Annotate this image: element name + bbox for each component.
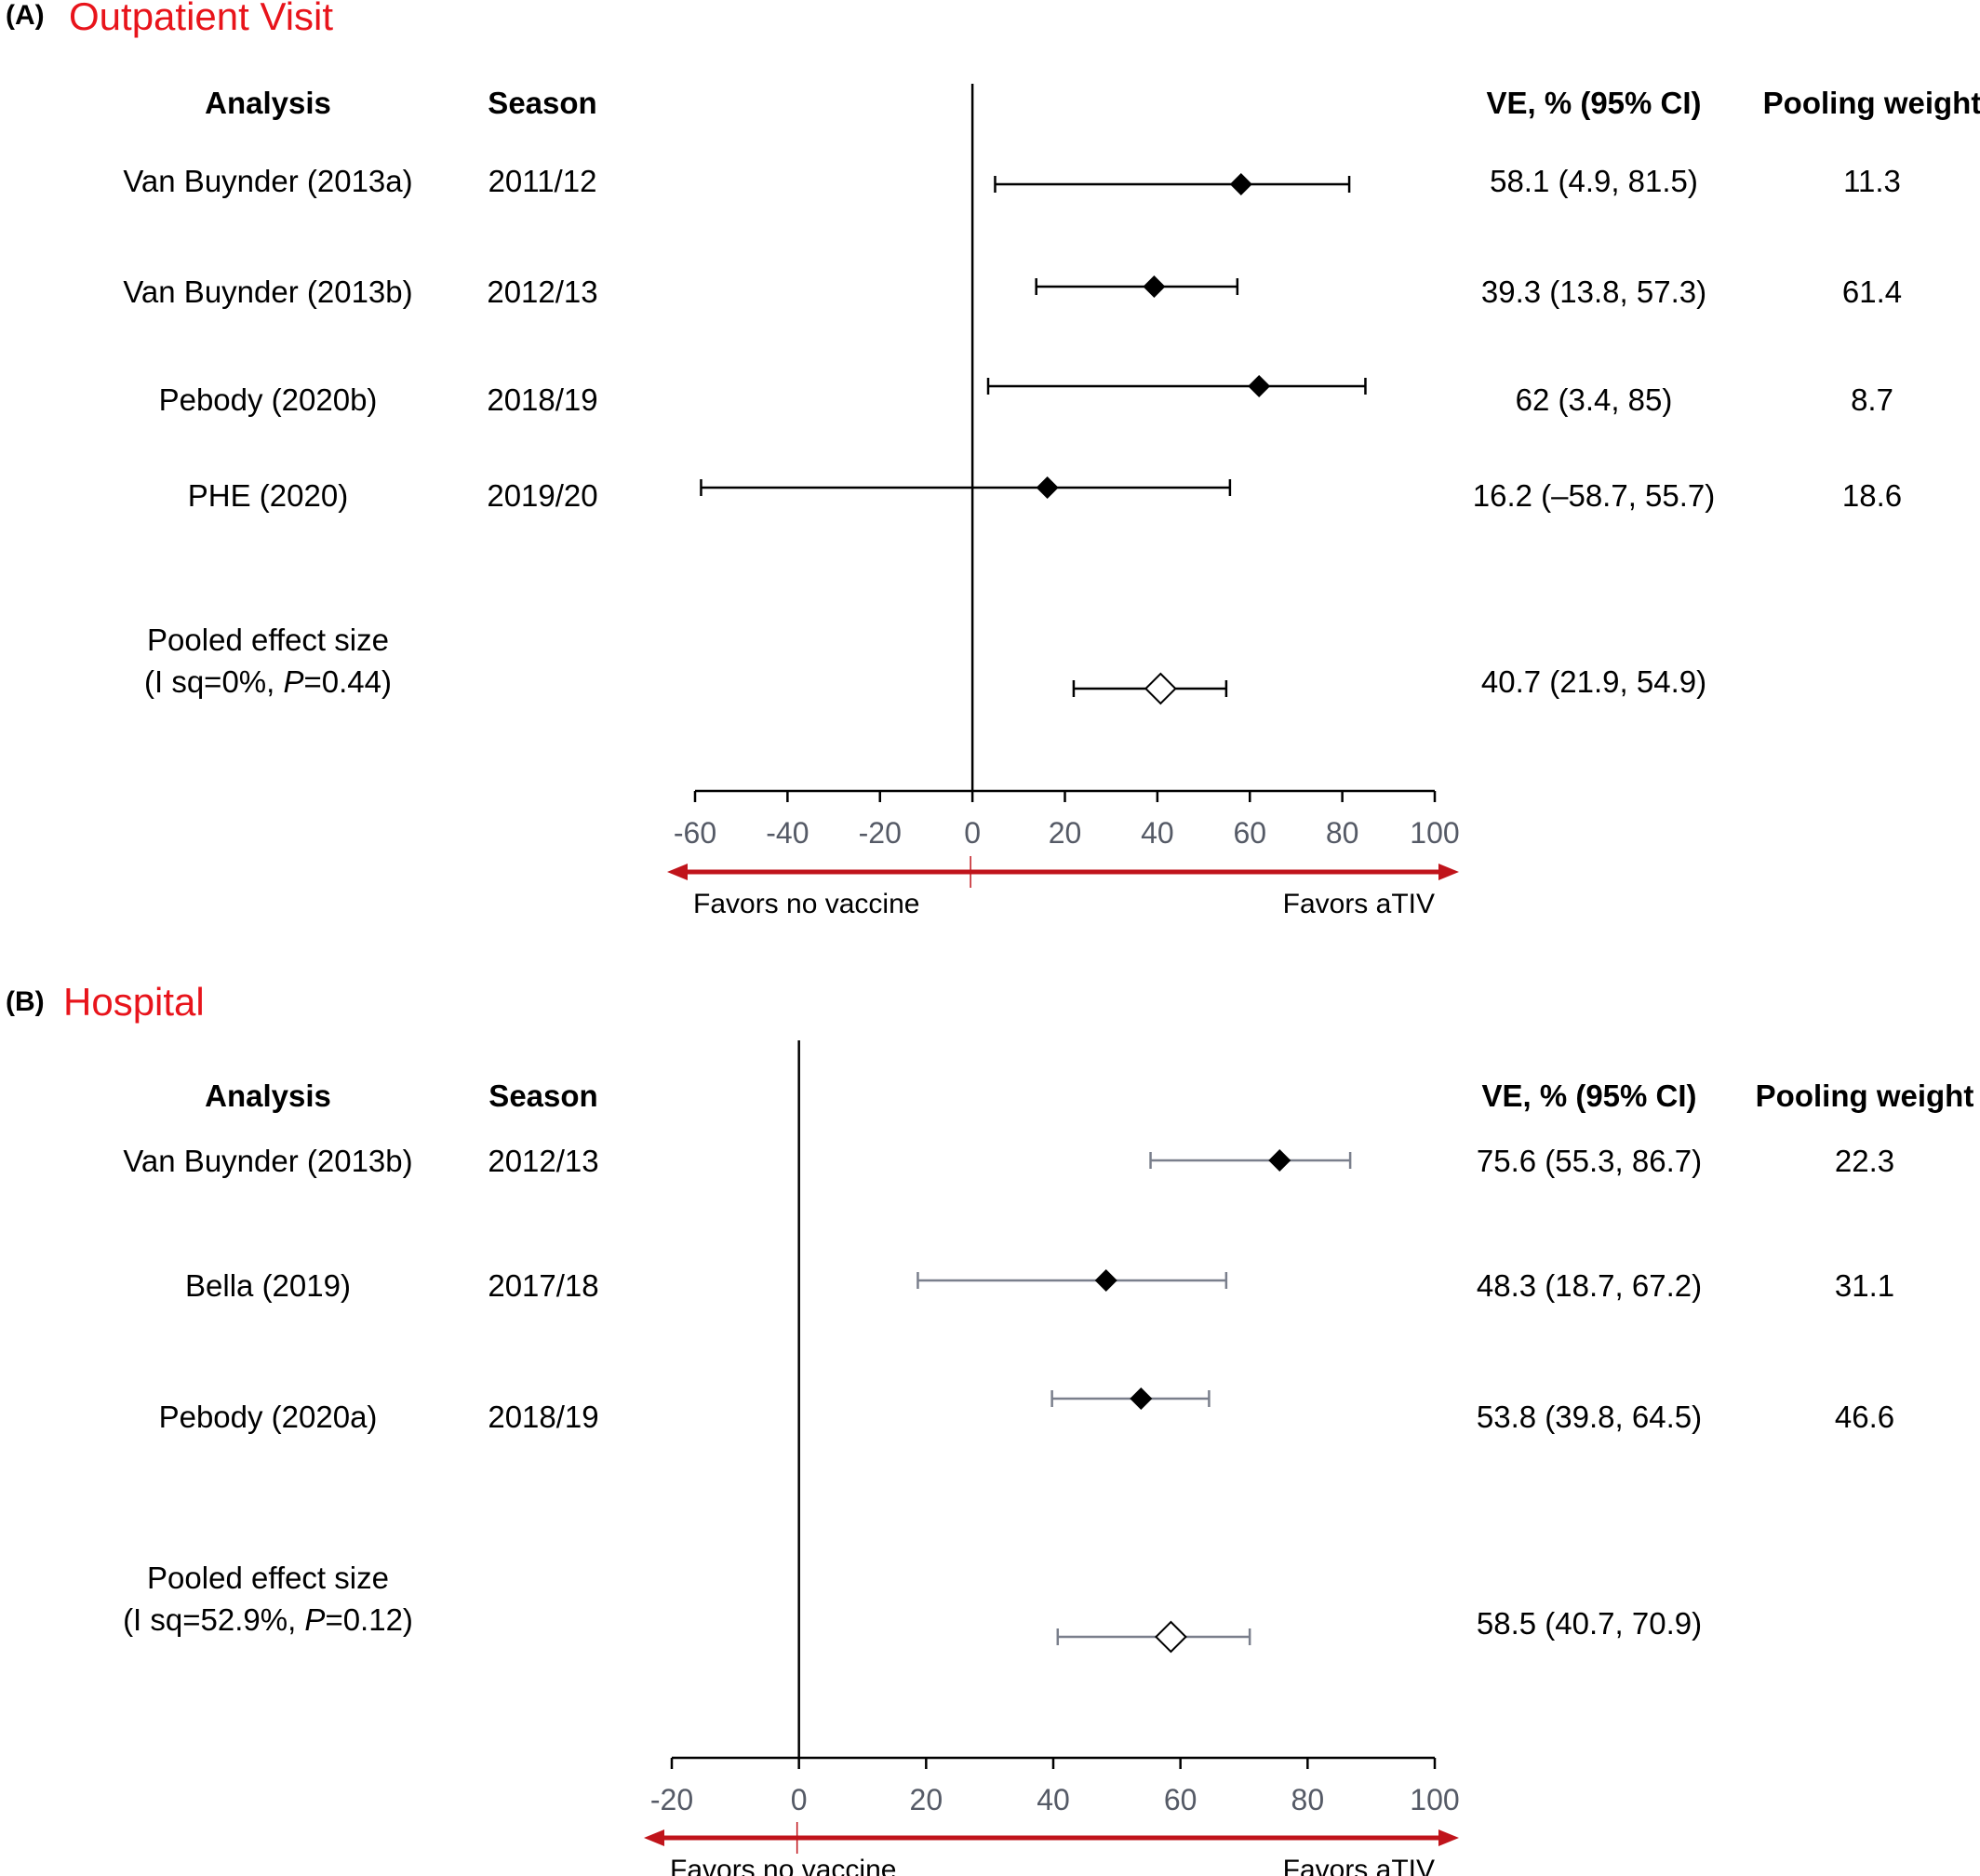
point-estimate-diamond: [1094, 1269, 1117, 1292]
study-weight: 31.1: [1834, 1268, 1895, 1303]
x-tick-label: 80: [1326, 816, 1359, 850]
x-tick-label: 20: [910, 1783, 943, 1816]
study-ve-label: 75.6 (55.3, 86.7): [1476, 1144, 1703, 1178]
pooled-p-symbol: P: [304, 1602, 326, 1637]
panel-label: (B): [6, 986, 45, 1017]
study-ve-label: 53.8 (39.8, 64.5): [1476, 1400, 1703, 1434]
x-tick-label: -20: [859, 816, 902, 850]
study-season: 2012/13: [487, 275, 598, 309]
panel-title: Outpatient Visit: [69, 0, 334, 38]
pooled-label: Pooled effect size (I sq=52.9%, P=0.12): [123, 1557, 413, 1641]
pooled-p-value: =0.44): [303, 664, 393, 699]
study-season: 2011/12: [488, 164, 597, 198]
header-ve: VE, % (95% CI): [1486, 86, 1702, 120]
study-weight: 11.3: [1843, 164, 1901, 198]
pooled-line2: (I sq=52.9%, P=0.12): [123, 1599, 413, 1641]
panel-hospital: (B) Hospital Analysis Season VE, % (95% …: [0, 980, 1980, 1876]
point-estimate-diamond: [1036, 476, 1059, 499]
panel-title: Hospital: [63, 980, 205, 1024]
study-analysis: Van Buynder (2013b): [123, 275, 413, 309]
point-estimate-diamond: [1268, 1149, 1291, 1172]
favors-arrow-right-head: [1438, 1829, 1459, 1846]
header-analysis: Analysis: [205, 86, 331, 120]
study-weight: 46.6: [1834, 1400, 1895, 1434]
pooled-estimate-diamond: [1155, 1620, 1187, 1654]
study-analysis: Van Buynder (2013a): [123, 164, 413, 198]
header-ve: VE, % (95% CI): [1481, 1079, 1697, 1113]
study-ve-label: 62 (3.4, 85): [1515, 382, 1673, 417]
header-season: Season: [488, 1079, 598, 1113]
favors-arrow-left-head: [644, 1829, 664, 1846]
x-tick-label: 40: [1037, 1783, 1070, 1816]
x-tick-label: 80: [1291, 1783, 1325, 1816]
study-analysis: Pebody (2020b): [158, 382, 378, 417]
x-tick-label: 0: [791, 1783, 808, 1816]
point-estimate-diamond: [1229, 173, 1252, 195]
pooled-line1: Pooled effect size: [147, 623, 389, 657]
x-tick-label: 60: [1164, 1783, 1197, 1816]
panel-label: (A): [6, 0, 45, 31]
point-estimate-diamond: [1143, 275, 1166, 298]
pooled-line2: (I sq=0%, P=0.44): [144, 661, 392, 703]
x-tick-label: -20: [650, 1783, 693, 1816]
study-analysis: PHE (2020): [187, 478, 349, 513]
study-season: 2017/18: [488, 1268, 599, 1303]
panel-outpatient-visit: (A) Outpatient Visit Analysis Season VE,…: [0, 0, 1980, 931]
pooled-i2: (I sq=0%,: [144, 664, 284, 699]
point-estimate-diamond: [1130, 1387, 1153, 1410]
x-tick-label: -40: [766, 816, 809, 850]
forest-plot-b: -20 0 20 40 60 80 100 Favors no vaccine Favors a…: [644, 1040, 1460, 1876]
x-tick-label: 60: [1233, 816, 1266, 850]
study-ve-label: 58.1 (4.9, 81.5): [1490, 164, 1698, 198]
header-analysis: Analysis: [205, 1079, 331, 1113]
pooled-i2: (I sq=52.9%,: [123, 1602, 305, 1637]
x-tick-label: 0: [964, 816, 981, 850]
favors-no-vaccine-label: Favors no vaccine: [693, 889, 919, 919]
x-tick-label: 100: [1410, 816, 1459, 850]
favors-ativ-label: Favors aTIV: [1283, 1855, 1435, 1876]
x-tick-label: 100: [1410, 1783, 1459, 1816]
header-season: Season: [488, 86, 597, 120]
header-pooling-weight: Pooling weight: [1762, 86, 1980, 120]
study-analysis: Pebody (2020a): [158, 1400, 378, 1434]
study-analysis: Bella (2019): [185, 1268, 351, 1303]
study-season: 2018/19: [488, 1400, 599, 1434]
study-ve-label: 39.3 (13.8, 57.3): [1480, 275, 1707, 309]
forest-plot-a: -60 -40 -20 0 20 40 60 80 100 Favors no vaccine Fa…: [667, 84, 1460, 919]
x-tick-label: 40: [1141, 816, 1174, 850]
x-tick-label: -60: [674, 816, 716, 850]
study-ve-label: 16.2 (–58.7, 55.7): [1472, 478, 1716, 513]
pooled-estimate-diamond: [1144, 672, 1177, 705]
study-weight: 18.6: [1841, 478, 1903, 513]
x-tick-label: 20: [1049, 816, 1082, 850]
study-season: 2018/19: [487, 382, 598, 417]
study-season: 2012/13: [488, 1144, 599, 1178]
favors-arrow-right-head: [1438, 864, 1459, 880]
pooled-line1: Pooled effect size: [147, 1561, 389, 1595]
study-ve-label: 48.3 (18.7, 67.2): [1476, 1268, 1703, 1303]
study-season: 2019/20: [487, 478, 598, 513]
pooled-p-value: =0.12): [325, 1602, 413, 1637]
favors-arrow-left-head: [667, 864, 688, 880]
pooled-ve-label: 40.7 (21.9, 54.9): [1480, 664, 1707, 699]
favors-ativ-label: Favors aTIV: [1283, 889, 1435, 919]
header-pooling-weight: Pooling weight: [1755, 1079, 1974, 1113]
pooled-ve-label: 58.5 (40.7, 70.9): [1476, 1606, 1703, 1641]
study-analysis: Van Buynder (2013b): [123, 1144, 413, 1178]
favors-no-vaccine-label: Favors no vaccine: [670, 1855, 896, 1876]
point-estimate-diamond: [1248, 375, 1271, 397]
study-weight: 8.7: [1851, 382, 1893, 417]
study-weight: 22.3: [1834, 1144, 1895, 1178]
pooled-p-symbol: P: [283, 664, 304, 699]
study-weight: 61.4: [1841, 275, 1903, 309]
pooled-label: Pooled effect size (I sq=0%, P=0.44): [144, 619, 392, 703]
